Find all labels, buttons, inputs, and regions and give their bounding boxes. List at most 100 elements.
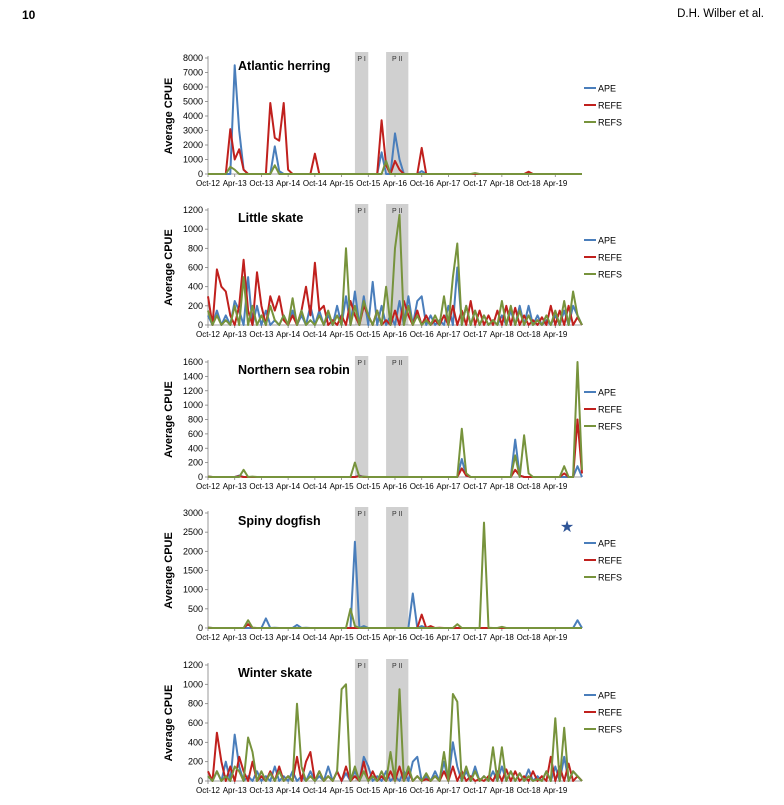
- legend-label: REFE: [598, 405, 622, 415]
- y-tick-label: 1200: [183, 660, 203, 670]
- legend-label: APE: [598, 84, 616, 94]
- period-band: [354, 356, 369, 477]
- x-tick-label: Apr-13: [223, 786, 248, 795]
- y-tick-label: 800: [188, 243, 203, 253]
- chart-title: Atlantic herring: [238, 59, 330, 73]
- y-tick-label: 400: [188, 443, 203, 453]
- period-band: [386, 52, 409, 174]
- chart-title: Northern sea robin: [238, 363, 350, 377]
- x-tick-label: Apr-13: [223, 330, 248, 339]
- period-band: [386, 507, 409, 628]
- series-line-refs: [207, 521, 582, 629]
- x-tick-label: Apr-13: [223, 179, 248, 188]
- y-tick-label: 0: [198, 776, 203, 786]
- x-tick-label: Oct-17: [463, 179, 488, 188]
- x-tick-label: Apr-15: [330, 179, 355, 188]
- y-tick-label: 1000: [183, 224, 203, 234]
- x-tick-label: Oct-13: [249, 633, 274, 642]
- x-tick-label: Apr-18: [490, 633, 515, 642]
- x-tick-label: Oct-17: [463, 482, 488, 491]
- y-tick-label: 0: [198, 472, 203, 482]
- x-tick-label: Oct-18: [517, 482, 542, 491]
- x-tick-label: Apr-19: [543, 330, 568, 339]
- period-label: P I: [357, 511, 365, 518]
- y-tick-label: 6000: [183, 82, 203, 92]
- page-number: 10: [22, 8, 36, 22]
- x-tick-label: Apr-15: [330, 330, 355, 339]
- series-line-ape: [207, 266, 583, 326]
- x-tick-label: Oct-12: [196, 786, 221, 795]
- x-tick-label: Oct-12: [196, 330, 221, 339]
- legend-label: REFS: [598, 725, 622, 735]
- period-label: P I: [357, 360, 365, 367]
- x-tick-label: Apr-17: [436, 482, 461, 491]
- x-tick-label: Oct-14: [303, 482, 328, 491]
- x-tick-label: Oct-18: [517, 330, 542, 339]
- legend-label: REFE: [598, 556, 622, 566]
- legend-label: REFE: [598, 708, 622, 718]
- y-tick-label: 400: [188, 282, 203, 292]
- period-label: P I: [357, 208, 365, 215]
- x-tick-label: Apr-18: [490, 786, 515, 795]
- chart-panel-5: P I P II 0 200 400 600 800 1000 1200 Oct-12 Apr-13…: [163, 659, 622, 795]
- y-tick-label: 200: [188, 301, 203, 311]
- x-tick-label: Oct-15: [356, 482, 381, 491]
- y-tick-label: 0: [198, 623, 203, 633]
- x-tick-label: Oct-12: [196, 482, 221, 491]
- x-tick-label: Oct-18: [517, 786, 542, 795]
- x-tick-label: Oct-14: [303, 786, 328, 795]
- y-axis-label: Average CPUE: [163, 78, 175, 155]
- y-tick-label: 500: [188, 604, 203, 614]
- y-tick-label: 400: [188, 737, 203, 747]
- legend-label: REFS: [598, 573, 622, 583]
- legend-label: REFS: [598, 270, 622, 280]
- x-tick-label: Apr-16: [383, 482, 408, 491]
- y-tick-label: 1600: [183, 357, 203, 367]
- legend-label: APE: [598, 388, 616, 398]
- y-axis-label: Average CPUE: [163, 532, 175, 609]
- x-tick-label: Apr-17: [436, 633, 461, 642]
- x-tick-label: Apr-19: [543, 482, 568, 491]
- x-tick-label: Oct-16: [410, 633, 435, 642]
- y-tick-label: 1000: [183, 400, 203, 410]
- x-tick-label: Oct-12: [196, 633, 221, 642]
- chart-title: Spiny dogfish: [238, 514, 321, 528]
- x-tick-label: Apr-15: [330, 482, 355, 491]
- x-tick-label: Oct-13: [249, 179, 274, 188]
- x-tick-label: Apr-16: [383, 786, 408, 795]
- x-tick-label: Oct-17: [463, 633, 488, 642]
- x-tick-label: Apr-18: [490, 330, 515, 339]
- x-tick-label: Apr-14: [276, 633, 301, 642]
- y-tick-label: 1000: [183, 585, 203, 595]
- x-tick-label: Apr-16: [383, 633, 408, 642]
- legend-label: REFE: [598, 253, 622, 263]
- chart-panel-2: P I P II 0 200 400 600 800 1000 1200 Oct-12 Apr-13…: [163, 204, 622, 339]
- y-tick-label: 1400: [183, 371, 203, 381]
- y-tick-label: 4000: [183, 111, 203, 121]
- period-label: P II: [392, 56, 402, 63]
- chart-title: Little skate: [238, 211, 303, 225]
- series-line-refe: [207, 258, 583, 326]
- y-tick-label: 0: [198, 169, 203, 179]
- x-tick-label: Oct-17: [463, 330, 488, 339]
- x-tick-label: Oct-13: [249, 786, 274, 795]
- x-tick-label: Apr-15: [330, 633, 355, 642]
- legend-label: REFS: [598, 422, 622, 432]
- x-tick-label: Oct-15: [356, 786, 381, 795]
- x-tick-label: Apr-17: [436, 330, 461, 339]
- y-tick-label: 1000: [183, 155, 203, 165]
- y-tick-label: 1200: [183, 386, 203, 396]
- legend-label: REFS: [598, 118, 622, 128]
- y-tick-label: 1200: [183, 205, 203, 215]
- x-tick-label: Apr-18: [490, 482, 515, 491]
- y-tick-label: 0: [198, 320, 203, 330]
- y-tick-label: 600: [188, 718, 203, 728]
- chart-title: Winter skate: [238, 666, 312, 680]
- x-tick-label: Apr-14: [276, 179, 301, 188]
- x-tick-label: Apr-14: [276, 482, 301, 491]
- x-tick-label: Oct-13: [249, 482, 274, 491]
- legend-label: APE: [598, 691, 616, 701]
- x-tick-label: Apr-14: [276, 786, 301, 795]
- y-tick-label: 2000: [183, 546, 203, 556]
- running-head: D.H. Wilber et al.: [677, 8, 764, 20]
